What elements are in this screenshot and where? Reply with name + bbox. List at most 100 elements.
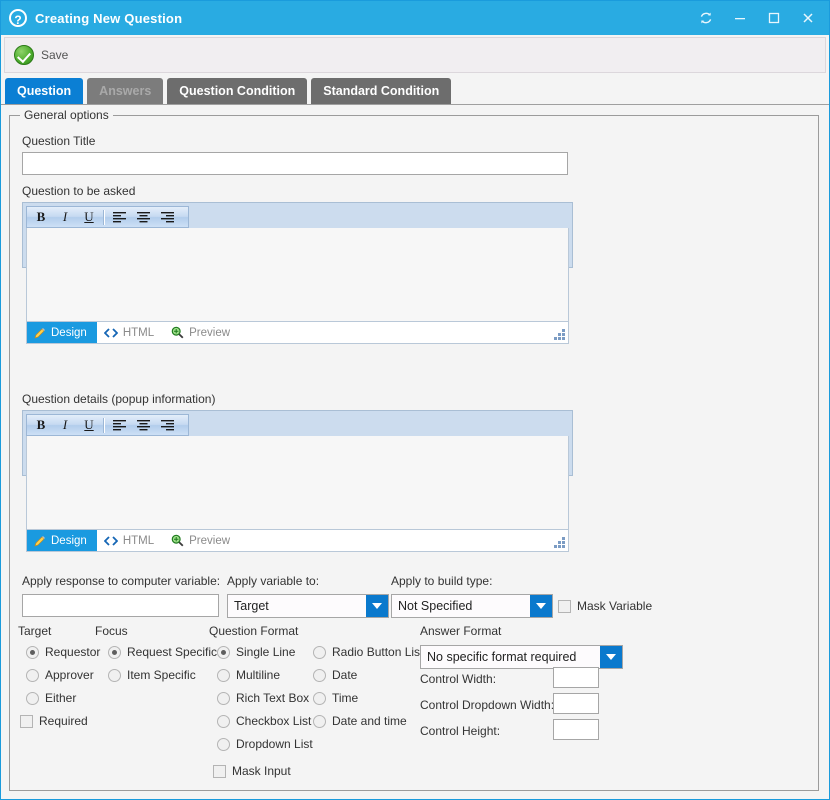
tab-question-condition-label: Question Condition — [179, 84, 296, 98]
question-details-editor-body[interactable] — [26, 436, 569, 530]
italic-icon[interactable]: I — [62, 209, 68, 224]
question-asked-tab-preview[interactable]: Preview — [164, 322, 240, 343]
radio-indicator — [26, 645, 39, 659]
required-label: Required — [39, 714, 88, 728]
mask-variable-label: Mask Variable — [577, 599, 653, 613]
target-group-label: Target — [18, 624, 52, 638]
apply-build-type-value: Not Specified — [398, 599, 473, 613]
control-dropdown-width-input[interactable] — [553, 693, 599, 714]
tab-answers-label: Answers — [99, 84, 152, 98]
maximize-icon[interactable] — [757, 3, 791, 33]
radio-target-approver[interactable]: Approver — [26, 668, 94, 682]
bold-icon[interactable]: B — [36, 417, 46, 432]
chevron-down-icon[interactable] — [600, 646, 622, 668]
radio-format-dropdown-list[interactable]: Dropdown List — [217, 737, 313, 751]
question-asked-tab-html[interactable]: HTML — [97, 322, 164, 343]
general-options-groupbox: General options Question Title Question … — [9, 108, 819, 791]
save-button[interactable]: Save — [8, 41, 76, 69]
radio-format-single-line-label: Single Line — [236, 645, 296, 659]
editor-resize-grip[interactable] — [554, 537, 565, 548]
close-icon[interactable] — [791, 3, 825, 33]
question-details-tab-design[interactable]: Design — [27, 530, 97, 551]
tab-question[interactable]: Question — [5, 78, 84, 104]
save-button-label: Save — [41, 48, 69, 62]
radio-target-requestor[interactable]: Requestor — [26, 645, 100, 659]
question-details-tab-html-label: HTML — [122, 534, 155, 547]
tab-standard-condition[interactable]: Standard Condition — [311, 78, 452, 104]
bold-icon[interactable]: B — [36, 209, 46, 224]
question-title-input[interactable] — [22, 152, 568, 175]
minimize-icon[interactable] — [723, 3, 757, 33]
toolbar-separator — [103, 209, 105, 225]
question-details-tab-preview-label: Preview — [189, 534, 231, 547]
required-checkbox[interactable]: Required — [20, 714, 88, 728]
radio-indicator — [313, 714, 326, 728]
chevron-down-icon[interactable] — [530, 595, 552, 617]
control-height-input[interactable] — [553, 719, 599, 740]
radio-target-either-label: Either — [45, 691, 77, 705]
italic-icon[interactable]: I — [62, 417, 68, 432]
question-details-tab-preview[interactable]: Preview — [164, 530, 240, 551]
mask-variable-checkbox[interactable]: Mask Variable — [558, 599, 652, 613]
tab-content-question: General options Question Title Question … — [1, 104, 829, 799]
computer-variable-input[interactable] — [22, 594, 219, 617]
radio-target-either[interactable]: Either — [26, 691, 76, 705]
question-asked-tab-design-label: Design — [51, 326, 87, 339]
radio-format-checkbox-list[interactable]: Checkbox List — [217, 714, 311, 728]
magnifier-icon — [171, 534, 184, 547]
chevron-down-icon[interactable] — [366, 595, 388, 617]
mask-input-box — [213, 764, 226, 778]
control-dropdown-width-label: Control Dropdown Width: — [420, 698, 555, 712]
radio-target-requestor-label: Requestor — [45, 645, 101, 659]
tab-answers[interactable]: Answers — [87, 78, 164, 104]
radio-format-multiline[interactable]: Multiline — [217, 668, 280, 682]
general-options-title: General options — [20, 108, 113, 122]
radio-indicator — [26, 668, 39, 682]
tab-question-condition[interactable]: Question Condition — [167, 78, 308, 104]
radio-format-radio-button-list-label: Radio Button List — [332, 645, 424, 659]
radio-format-time-label: Time — [332, 691, 359, 705]
computer-variable-label: Apply response to computer variable: — [22, 574, 221, 588]
control-width-input[interactable] — [553, 667, 599, 688]
radio-focus-item-specific[interactable]: Item Specific — [108, 668, 196, 682]
underline-icon[interactable]: U — [84, 209, 94, 224]
radio-format-radio-button-list[interactable]: Radio Button List — [313, 645, 423, 659]
question-asked-editor-body[interactable] — [26, 228, 569, 322]
apply-build-type-select[interactable]: Not Specified — [391, 594, 553, 618]
focus-group-label: Focus — [95, 624, 128, 638]
radio-format-time[interactable]: Time — [313, 691, 358, 705]
radio-target-approver-label: Approver — [45, 668, 94, 682]
answer-format-select[interactable]: No specific format required — [420, 645, 623, 669]
radio-format-date[interactable]: Date — [313, 668, 357, 682]
radio-indicator — [108, 645, 121, 659]
tab-strip: Question Answers Question Condition Stan… — [5, 78, 829, 104]
question-details-tab-html[interactable]: HTML — [97, 530, 164, 551]
question-to-be-asked-label: Question to be asked — [22, 184, 136, 198]
magnifier-icon — [171, 326, 184, 339]
apply-variable-to-select[interactable]: Target — [227, 594, 389, 618]
radio-format-rich-text-box[interactable]: Rich Text Box — [217, 691, 309, 705]
radio-indicator — [217, 691, 230, 705]
question-details-tab-design-label: Design — [51, 534, 87, 547]
refresh-icon[interactable] — [689, 3, 723, 33]
align-left-icon[interactable] — [107, 415, 131, 435]
radio-format-checkbox-list-label: Checkbox List — [236, 714, 312, 728]
underline-icon[interactable]: U — [84, 417, 94, 432]
align-center-icon[interactable] — [131, 415, 155, 435]
align-right-icon[interactable] — [155, 207, 179, 227]
radio-indicator — [108, 668, 121, 682]
radio-focus-request-specific[interactable]: Request Specific — [108, 645, 217, 659]
align-right-icon[interactable] — [155, 415, 179, 435]
editor-resize-grip[interactable] — [554, 329, 565, 340]
radio-format-dropdown-list-label: Dropdown List — [236, 737, 313, 751]
align-center-icon[interactable] — [131, 207, 155, 227]
radio-format-date-and-time-label: Date and time — [332, 714, 407, 728]
question-asked-tab-design[interactable]: Design — [27, 322, 97, 343]
radio-format-single-line[interactable]: Single Line — [217, 645, 295, 659]
radio-indicator — [313, 691, 326, 705]
radio-format-date-and-time[interactable]: Date and time — [313, 714, 407, 728]
mask-input-checkbox[interactable]: Mask Input — [213, 764, 291, 778]
align-left-icon[interactable] — [107, 207, 131, 227]
pencil-icon — [34, 327, 45, 339]
